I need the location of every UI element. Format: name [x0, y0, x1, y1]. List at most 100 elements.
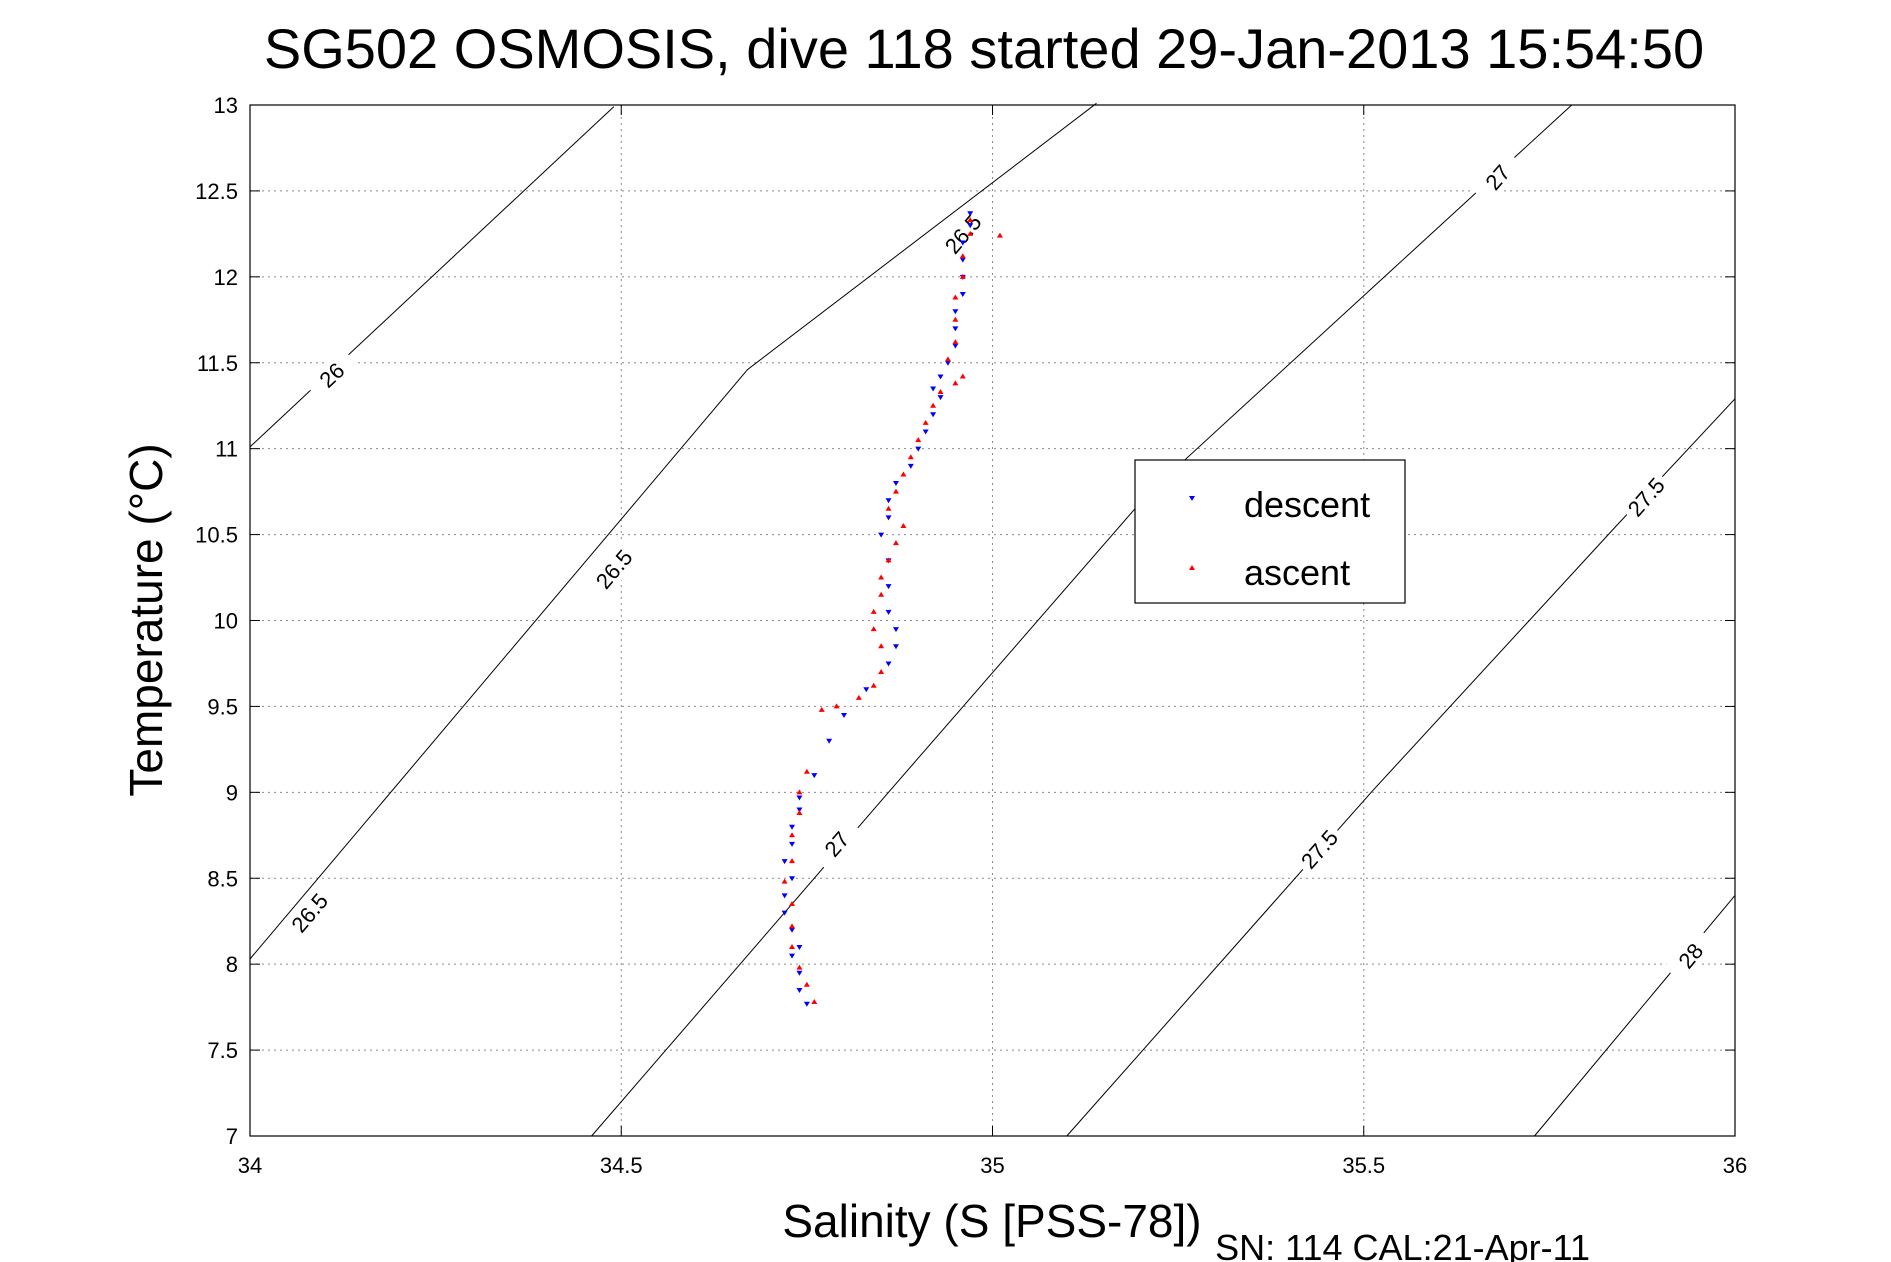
descent-point: [789, 876, 796, 882]
descent-point: [863, 687, 870, 693]
descent-point: [789, 927, 796, 933]
y-tick-label: 10: [214, 609, 238, 634]
ascent-point: [878, 591, 885, 597]
legend: descent ascent: [1134, 459, 1406, 604]
contour-label-background: [1470, 148, 1525, 206]
descent-point: [922, 429, 929, 435]
descent-point: [781, 893, 788, 899]
footnote: SN: 114 CAL:21-Apr-11: [1215, 1227, 1590, 1262]
contour-label-background: [809, 815, 864, 873]
descent-point: [937, 395, 944, 401]
x-axis-label: Salinity (S [PSS-78]): [782, 1195, 1201, 1247]
y-tick-label: 7.5: [207, 1038, 238, 1063]
y-axis-label: Temperature (°C): [120, 443, 172, 796]
descent-point: [959, 292, 966, 298]
ascent-point: [892, 488, 899, 494]
ascent-point: [959, 373, 966, 379]
density-contour-line: [591, 104, 1573, 1137]
contour-label-background: [1292, 820, 1347, 878]
descent-point: [826, 738, 833, 744]
ascent-point: [870, 626, 877, 632]
ascent-point: [781, 878, 788, 884]
y-tick-label: 12: [214, 265, 238, 290]
ascent-point: [952, 339, 959, 345]
y-tick-label: 7: [226, 1124, 238, 1149]
descent-point: [930, 386, 937, 392]
ascent-point: [789, 943, 796, 949]
descent-point: [811, 773, 818, 779]
y-tick-label: 10.5: [195, 523, 238, 548]
ascent-point: [952, 316, 959, 322]
ascent-point: [900, 522, 907, 528]
ascent-point: [959, 273, 966, 279]
descent-point: [959, 257, 966, 263]
ascent-point: [855, 694, 862, 700]
ascent-point: [959, 253, 966, 259]
contour-label-background: [1618, 468, 1673, 525]
legend-descent-label: descent: [1244, 484, 1370, 525]
ascent-point: [944, 356, 951, 362]
ascent-point: [937, 388, 944, 394]
ascent-point: [952, 294, 959, 300]
legend-box: [1134, 459, 1406, 604]
ascent-point: [789, 923, 796, 929]
ascent-point: [870, 608, 877, 614]
contour-label-background: [1663, 927, 1718, 984]
descent-point: [885, 609, 892, 615]
descent-point: [937, 374, 944, 380]
descent-point: [878, 532, 885, 538]
y-tick-label: 11.5: [197, 351, 238, 376]
ascent-point: [885, 557, 892, 563]
data-points: [781, 211, 1003, 1007]
y-tick-label: 8.5: [207, 866, 238, 891]
descent-point: [885, 584, 892, 590]
descent-point: [952, 326, 959, 332]
descent-point: [796, 987, 803, 993]
ascent-point: [967, 217, 974, 223]
ascent-point: [878, 574, 885, 580]
descent-point: [803, 1001, 810, 1007]
descent-point: [789, 824, 796, 830]
descent-point: [907, 463, 914, 469]
ascent-point: [803, 768, 810, 774]
ascent-point: [952, 380, 959, 386]
contour-label-background: [303, 347, 360, 403]
ascent-point: [878, 669, 885, 675]
legend-ascent-marker: [1189, 565, 1195, 570]
descent-point: [892, 644, 899, 650]
ascent-point: [900, 471, 907, 477]
y-tick-labels: 7 7.5 8 8.5 9 9.5 10 10.5 11 11.5 12 12.5 13: [195, 93, 238, 1149]
descent-point: [959, 240, 966, 246]
ascent-point: [818, 706, 825, 712]
x-tick-label: 35.5: [1342, 1153, 1385, 1178]
ascent-point: [870, 682, 877, 688]
y-tick-label: 13: [214, 93, 238, 118]
descent-point: [885, 498, 892, 504]
x-tick-label: 34: [238, 1153, 262, 1178]
descent-point: [796, 795, 803, 801]
tick-marks: [249, 104, 1736, 1137]
x-tick-labels: 34 34.5 35 35.5 36: [238, 1153, 1747, 1178]
x-tick-label: 34.5: [600, 1153, 643, 1178]
descent-point: [789, 841, 796, 847]
descent-point: [781, 910, 788, 916]
ascent-point: [796, 964, 803, 970]
density-contour-line: [1066, 398, 1736, 1137]
descent-point: [789, 953, 796, 959]
ascent-point: [930, 402, 937, 408]
legend-descent-marker: [1189, 496, 1195, 501]
ascent-point: [878, 643, 885, 649]
descent-point: [915, 446, 922, 452]
ascent-point: [996, 232, 1003, 238]
ascent-point: [967, 230, 974, 236]
x-tick-label: 36: [1723, 1153, 1747, 1178]
y-tick-label: 11: [215, 437, 238, 462]
descent-point: [781, 859, 788, 865]
ascent-point: [922, 419, 929, 425]
chart-title: SG502 OSMOSIS, dive 118 started 29-Jan-2…: [264, 17, 1704, 80]
ascent-point: [796, 789, 803, 795]
ascent-point: [789, 858, 796, 864]
descent-point: [885, 515, 892, 521]
